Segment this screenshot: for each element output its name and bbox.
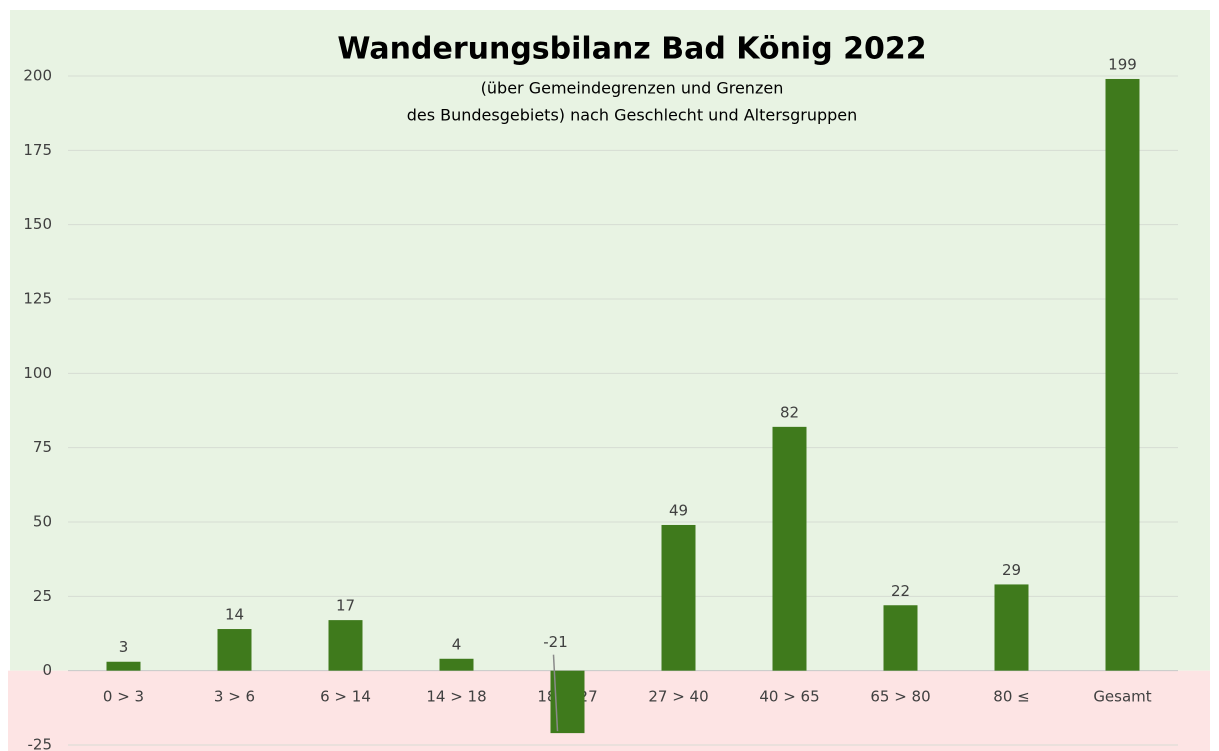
leader-line [552, 654, 559, 732]
x-tick-label: Gesamt [1093, 688, 1151, 706]
bar [994, 584, 1029, 671]
bar [883, 605, 918, 671]
data-label: 4 [452, 635, 462, 653]
bar [1105, 78, 1140, 671]
y-tick-label: -25 [28, 736, 53, 751]
data-label: 49 [669, 501, 688, 519]
data-label: 82 [780, 403, 799, 421]
positive-background [10, 10, 1210, 671]
x-tick-label: 65 > 80 [870, 688, 930, 706]
bar [328, 620, 363, 671]
x-tick-label: 6 > 14 [320, 688, 371, 706]
y-tick-label: 100 [23, 364, 52, 382]
chart-subtitle: (über Gemeindegrenzen und Grenzen [481, 79, 784, 98]
y-tick-label: 150 [23, 215, 52, 233]
x-tick-label: 40 > 65 [759, 688, 819, 706]
data-label: 22 [891, 582, 910, 600]
data-label: 3 [119, 638, 129, 656]
data-label: 14 [225, 606, 244, 624]
negative-background [8, 670, 1210, 751]
y-tick-label: 25 [33, 587, 52, 605]
bar [106, 661, 141, 671]
x-tick-label: 14 > 18 [426, 688, 486, 706]
data-label: 29 [1002, 561, 1021, 579]
y-tick-label: 200 [23, 67, 52, 85]
chart-title: Wanderungsbilanz Bad König 2022 [337, 32, 926, 67]
data-label: -21 [543, 633, 568, 651]
y-tick-label: 75 [33, 438, 52, 456]
bar [772, 426, 807, 671]
bar [217, 629, 252, 671]
y-tick-label: 50 [33, 513, 52, 531]
data-label: 199 [1108, 55, 1137, 73]
bar [439, 658, 474, 671]
y-tick-label: 0 [42, 661, 52, 679]
y-tick-label: 125 [23, 290, 52, 308]
y-tick-label: 175 [23, 141, 52, 159]
data-label: 17 [336, 597, 355, 615]
x-tick-label: 80 ≤ [993, 688, 1029, 706]
x-tick-label: 0 > 3 [103, 688, 144, 706]
x-tick-label: 3 > 6 [214, 688, 255, 706]
bar [661, 524, 696, 671]
x-tick-label: 27 > 40 [648, 688, 708, 706]
chart-subtitle: des Bundesgebiets) nach Geschlecht und A… [407, 106, 858, 125]
